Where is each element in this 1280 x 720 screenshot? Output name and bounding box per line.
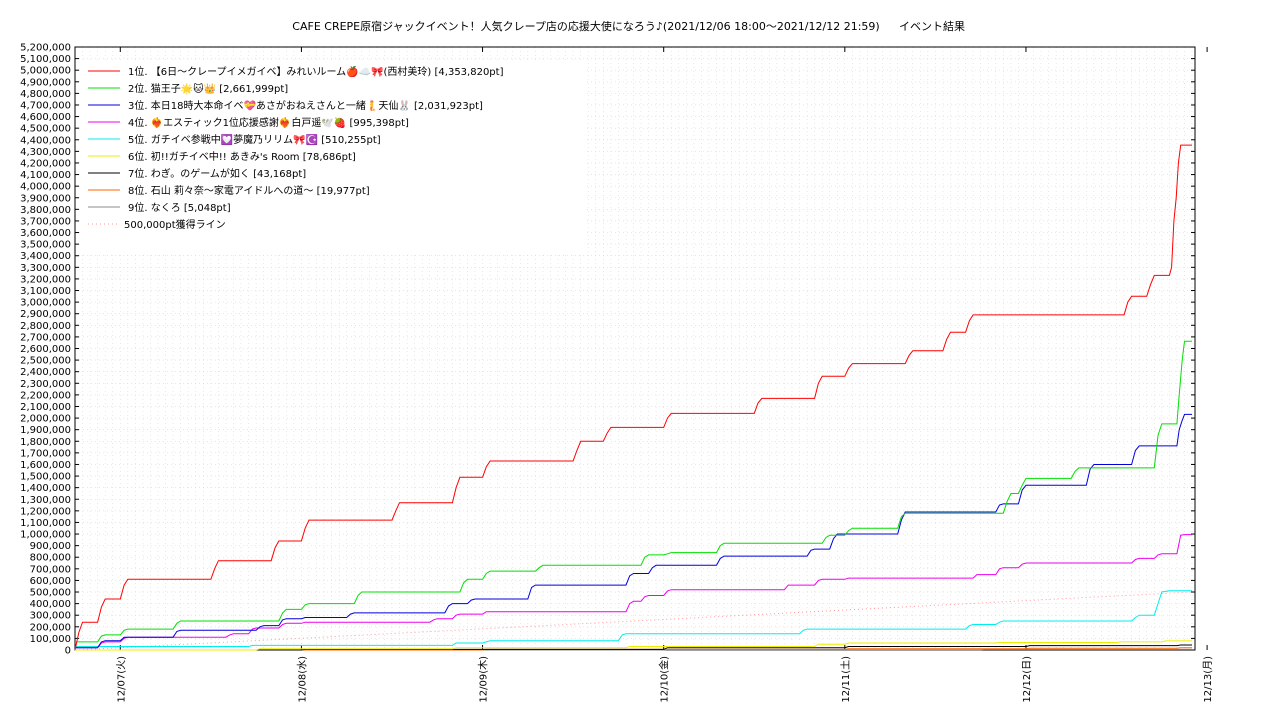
x-tick-label: 12/12(日) bbox=[1022, 656, 1033, 703]
y-tick-label: 5,100,000 bbox=[20, 54, 71, 65]
legend-label: 3位. 本日18時大本命イベ💝あさがおねえさんと一緒🧜天仙🐰 [2,031,92… bbox=[128, 99, 483, 112]
y-tick-label: 1,000,000 bbox=[20, 530, 71, 541]
legend-label: 9位. なくろ [5,048pt] bbox=[128, 201, 231, 214]
y-tick-label: 200,000 bbox=[30, 622, 71, 633]
legend-label: 8位. 石山 莉々奈〜家電アイドルへの道〜 [19,977pt] bbox=[128, 184, 370, 197]
y-tick-label: 4,700,000 bbox=[20, 100, 71, 111]
y-tick-label: 3,000,000 bbox=[20, 298, 71, 309]
y-tick-label: 1,900,000 bbox=[20, 425, 71, 436]
series-line bbox=[75, 413, 1192, 649]
y-tick-label: 400,000 bbox=[30, 599, 71, 610]
x-tick-label: 12/09(木) bbox=[478, 656, 490, 703]
y-tick-label: 2,100,000 bbox=[20, 402, 71, 413]
y-tick-label: 0 bbox=[65, 646, 71, 657]
series-line bbox=[75, 340, 1192, 643]
y-tick-label: 3,200,000 bbox=[20, 274, 71, 285]
y-tick-label: 1,100,000 bbox=[20, 518, 71, 529]
x-tick-label: 12/07(火) bbox=[115, 656, 127, 703]
y-tick-label: 300,000 bbox=[30, 611, 71, 622]
y-tick-label: 5,000,000 bbox=[20, 66, 71, 77]
y-tick-label: 800,000 bbox=[30, 553, 71, 564]
x-tick-label: 12/10(金) bbox=[658, 656, 671, 703]
y-tick-label: 1,600,000 bbox=[20, 460, 71, 471]
y-tick-label: 4,100,000 bbox=[20, 170, 71, 181]
y-tick-label: 2,700,000 bbox=[20, 332, 71, 343]
y-tick-label: 1,200,000 bbox=[20, 506, 71, 517]
y-tick-label: 4,800,000 bbox=[20, 89, 71, 100]
y-tick-label: 1,700,000 bbox=[20, 448, 71, 459]
legend-label: 1位. 【6日〜クレープイメガイベ】みれいルーム🍎☁️🎀(西村美玲) [4,35… bbox=[128, 65, 504, 78]
legend-label: 4位. ❤️‍🔥エスティック1位応援感謝❤️‍🔥白戸遥🕊️🍓 [995,398p… bbox=[128, 116, 409, 129]
y-tick-label: 3,800,000 bbox=[20, 205, 71, 216]
legend-label: 500,000pt獲得ライン bbox=[124, 218, 226, 231]
threshold-line bbox=[74, 591, 1193, 651]
y-tick-label: 2,300,000 bbox=[20, 379, 71, 390]
x-tick-label: 12/11(土) bbox=[839, 656, 852, 703]
y-tick-label: 900,000 bbox=[30, 541, 71, 552]
y-tick-label: 1,400,000 bbox=[20, 483, 71, 494]
legend-label: 2位. 猫王子🌟🐱👑 [2,661,999pt] bbox=[128, 82, 288, 95]
y-tick-label: 2,600,000 bbox=[20, 344, 71, 355]
y-tick-label: 1,500,000 bbox=[20, 472, 71, 483]
y-tick-label: 700,000 bbox=[30, 564, 71, 575]
y-tick-label: 4,500,000 bbox=[20, 124, 71, 135]
series-lines bbox=[74, 144, 1193, 651]
y-tick-label: 3,600,000 bbox=[20, 228, 71, 239]
legend-label: 6位. 初!!ガチイベ中!! あきみ's Room [78,686pt] bbox=[128, 150, 356, 163]
chart-title: CAFE CREPE原宿ジャックイベント！人気クレープ店の応援大使になろう♪(2… bbox=[292, 19, 879, 33]
y-tick-label: 2,400,000 bbox=[20, 367, 71, 378]
legend-label: 5位. ガチイベ参戦中💟夢魔乃リリム🎀☪️ [510,255pt] bbox=[128, 133, 381, 146]
y-tick-label: 4,400,000 bbox=[20, 135, 71, 146]
y-tick-label: 3,500,000 bbox=[20, 240, 71, 251]
legend-label: 7位. わぎ。のゲームが如く [43,168pt] bbox=[128, 167, 306, 180]
y-tick-label: 3,900,000 bbox=[20, 193, 71, 204]
y-tick-label: 3,400,000 bbox=[20, 251, 71, 262]
y-tick-label: 1,300,000 bbox=[20, 495, 71, 506]
chart-subtitle: イベント結果 bbox=[899, 19, 965, 33]
y-tick-label: 2,800,000 bbox=[20, 321, 71, 332]
y-tick-label: 3,300,000 bbox=[20, 263, 71, 274]
y-tick-label: 100,000 bbox=[30, 634, 71, 645]
y-tick-label: 4,200,000 bbox=[20, 158, 71, 169]
legend: 1位. 【6日〜クレープイメガイベ】みれいルーム🍎☁️🎀(西村美玲) [4,35… bbox=[88, 65, 504, 231]
y-tick-label: 2,200,000 bbox=[20, 390, 71, 401]
y-tick-label: 2,900,000 bbox=[20, 309, 71, 320]
series-line bbox=[74, 144, 1192, 651]
y-tick-label: 2,000,000 bbox=[20, 414, 71, 425]
y-tick-label: 500,000 bbox=[30, 588, 71, 599]
series-line bbox=[75, 640, 1192, 651]
x-tick-label: 12/08(水) bbox=[296, 656, 308, 703]
y-tick-label: 4,300,000 bbox=[20, 147, 71, 158]
y-tick-label: 3,100,000 bbox=[20, 286, 71, 297]
y-tick-label: 4,600,000 bbox=[20, 112, 71, 123]
y-tick-label: 600,000 bbox=[30, 576, 71, 587]
y-tick-label: 3,700,000 bbox=[20, 216, 71, 227]
y-tick-label: 1,800,000 bbox=[20, 437, 71, 448]
x-axis: 12/07(火) 12/08(水) 12/09(木) 12/10(金) 12/11(土)… bbox=[115, 47, 1214, 703]
y-tick-label: 4,000,000 bbox=[20, 182, 71, 193]
legend-background bbox=[82, 60, 584, 255]
y-tick-label: 5,200,000 bbox=[20, 43, 71, 54]
series-line bbox=[75, 590, 1192, 647]
y-axis: 0100,000200,000300,000400,000500,000600,… bbox=[20, 43, 1195, 657]
y-tick-label: 4,900,000 bbox=[20, 77, 71, 88]
y-tick-label: 2,500,000 bbox=[20, 356, 71, 367]
x-tick-label: 12/13(月) bbox=[1202, 656, 1214, 703]
series-line bbox=[75, 644, 1192, 651]
